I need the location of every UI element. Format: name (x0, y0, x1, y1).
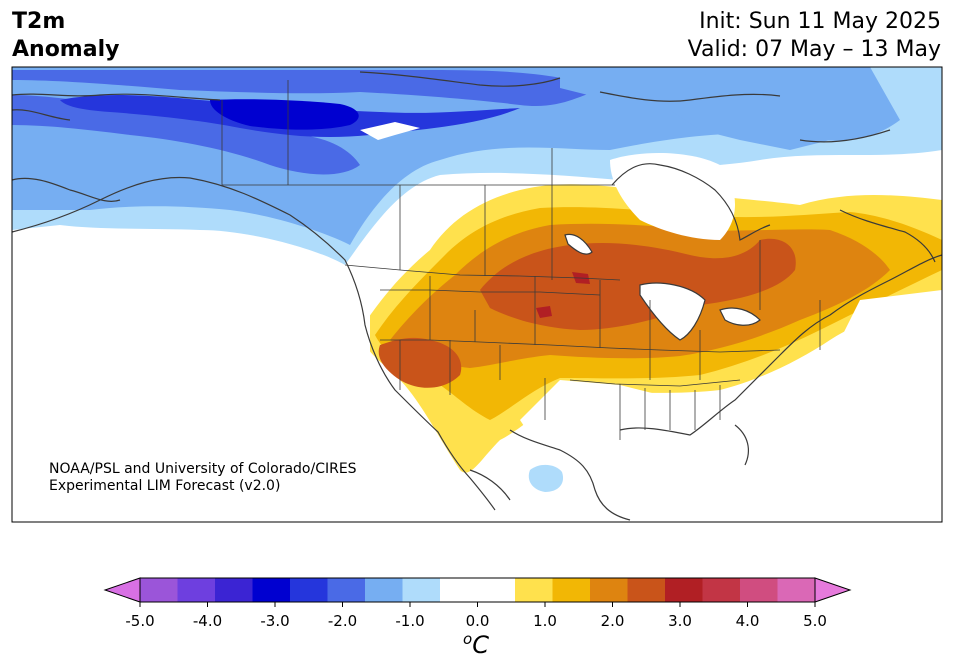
credit-text: NOAA/PSL and University of Colorado/CIRE… (49, 461, 357, 495)
colorbar-tick-label: -4.0 (193, 612, 222, 630)
coastlines (12, 71, 942, 521)
political-borders (221, 80, 821, 440)
colorbar-cell (252, 578, 291, 602)
field-label: Anomaly (12, 37, 120, 62)
colorbar-tick-label: -2.0 (328, 612, 357, 630)
degree-symbol: o (463, 630, 473, 648)
unit-letter: C (472, 631, 489, 659)
colorbar-cell (590, 578, 628, 602)
forecast-dates: Init: Sun 11 May 2025 Valid: 07 May – 13… (688, 8, 941, 64)
map-frame (11, 66, 943, 523)
colorbar-cell (177, 578, 216, 602)
colorbar-low-extension (103, 577, 141, 603)
colorbar-cell (552, 578, 591, 602)
colorbar-cell (327, 578, 366, 602)
colorbar-tick-label: -5.0 (125, 612, 154, 630)
colorbar-cell (215, 578, 253, 602)
colorbar-tick-label: -3.0 (260, 612, 289, 630)
colorbar-tick-label: 2.0 (601, 612, 625, 630)
map-title: T2m Anomaly (12, 8, 119, 64)
colorbar-tick-label: 1.0 (533, 612, 557, 630)
credit-line-1: NOAA/PSL and University of Colorado/CIRE… (49, 461, 357, 477)
colorbar-ticks: -5.0 -4.0 -3.0 -2.0 -1.0 0.0 1.0 2.0 3.0 4.0 5.0 (125, 602, 827, 630)
colorbar-cell (702, 578, 741, 602)
colorbar-cell (665, 578, 703, 602)
colorbar-cell (627, 578, 666, 602)
colorbar-tick-label: 3.0 (668, 612, 692, 630)
colorbar-high-extension (814, 577, 852, 603)
colorbar-tick-label: -1.0 (395, 612, 424, 630)
colorbar-cell (477, 578, 516, 602)
init-date: Init: Sun 11 May 2025 (699, 9, 941, 34)
colorbar-cell (140, 578, 178, 602)
colorbar-unit: oC (463, 630, 489, 659)
colorbar-tick-label: 0.0 (466, 612, 490, 630)
colorbar-cells (140, 578, 816, 602)
credit-line-2: Experimental LIM Forecast (v2.0) (49, 478, 281, 494)
colorbar-cell (777, 578, 816, 602)
colorbar-tick-label: 4.0 (736, 612, 760, 630)
colorbar-tick-label: 5.0 (803, 612, 827, 630)
colorbar-cell (740, 578, 778, 602)
colorbar-cell (290, 578, 328, 602)
colorbar-cell (365, 578, 403, 602)
colorbar-cell (440, 578, 478, 602)
variable-label: T2m (12, 9, 66, 34)
colorbar-cell (402, 578, 441, 602)
colorbar-cell (515, 578, 553, 602)
valid-date: Valid: 07 May – 13 May (687, 37, 941, 62)
